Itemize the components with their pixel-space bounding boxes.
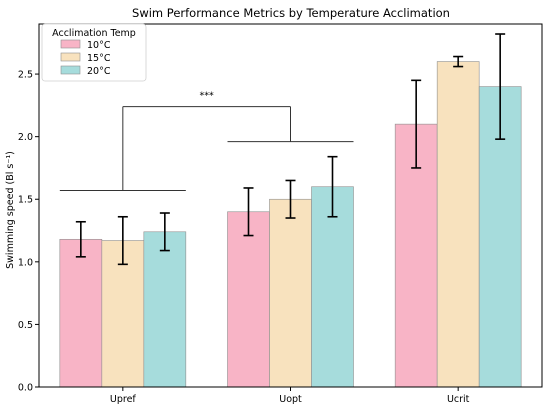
bar-upref-2: [143, 231, 187, 388]
y-tick-label: 0.5: [18, 320, 33, 331]
plot-area: *** 0.0 0.5 1.0 1.5 2.0 2.5 Upref Uopt Ucrit: [18, 23, 543, 405]
chart-title: Swim Performance Metrics by Temperature …: [132, 6, 450, 20]
significance-label: ***: [200, 91, 215, 102]
y-tick-label: 2.5: [18, 70, 33, 81]
y-tick-label: 0.0: [18, 383, 33, 394]
legend-label: 15°C: [87, 53, 111, 64]
y-tick-label: 2.0: [18, 132, 33, 143]
bar-ucrit-1: [436, 61, 480, 388]
legend-swatch: [60, 39, 81, 49]
legend-title: Acclimation Temp: [52, 28, 136, 39]
bar-uopt-2: [311, 186, 354, 388]
x-tick-label: Upref: [110, 394, 137, 405]
legend-label: 20°C: [87, 66, 111, 77]
x-tick-label: Uopt: [279, 394, 302, 405]
legend-swatch: [60, 65, 81, 75]
legend-swatch: [60, 52, 81, 62]
bar-upref-0: [59, 238, 103, 388]
y-axis-label: Swimming speed (Bl s⁻¹): [5, 151, 16, 269]
y-tick-label: 1.5: [18, 195, 33, 206]
bar-uopt-0: [227, 211, 270, 388]
x-tick-label: Ucrit: [447, 394, 470, 405]
bar-uopt-1: [269, 198, 312, 388]
legend: Acclimation Temp 10°C 15°C 20°C: [41, 23, 147, 82]
y-tick-label: 1.0: [18, 257, 33, 268]
legend-label: 10°C: [87, 40, 111, 51]
